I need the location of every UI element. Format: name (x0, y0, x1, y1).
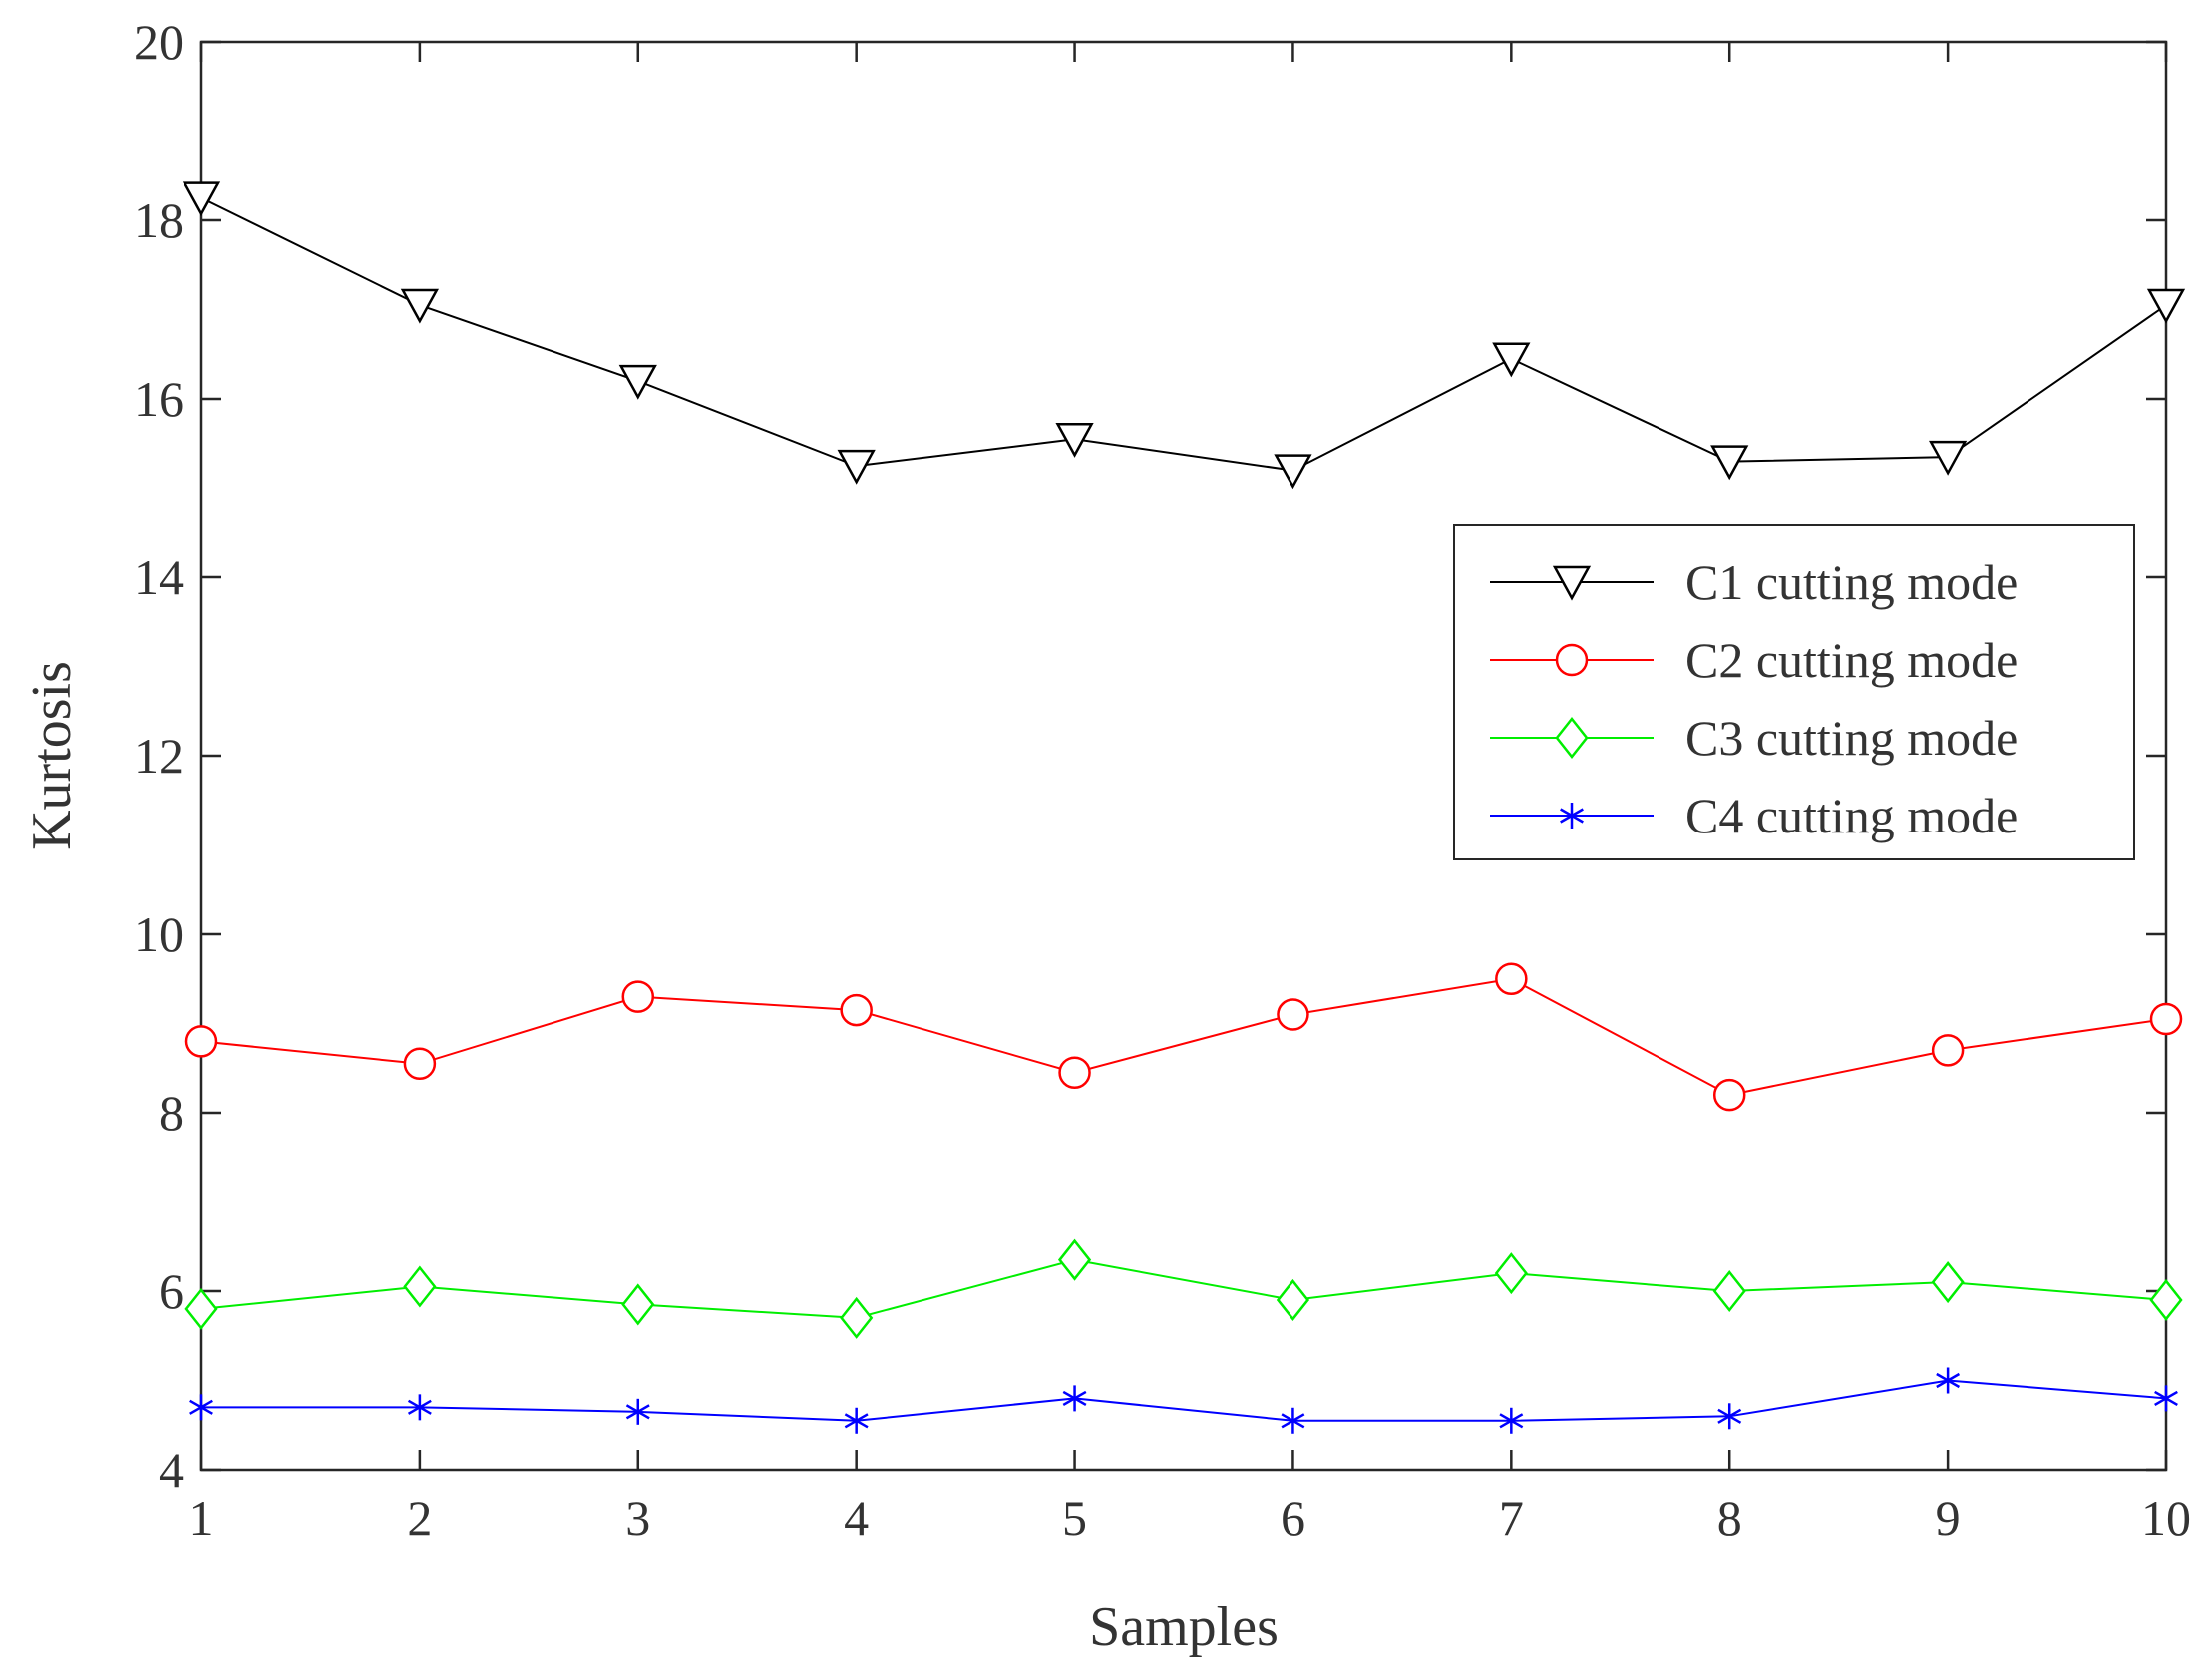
legend-entry: C4 cutting mode (1490, 788, 2018, 843)
marker-asterisk (625, 1398, 650, 1425)
x-tick-label: 6 (1281, 1491, 1305, 1546)
marker-triangle (1928, 440, 1968, 476)
x-tick-label: 10 (2141, 1491, 2191, 1546)
marker-diamond (1494, 1252, 1528, 1295)
marker-stroke (1499, 1413, 1524, 1429)
marker-circle (1277, 998, 1309, 1031)
series-line (200, 1258, 2167, 1319)
marker-triangle (618, 364, 657, 400)
series-group (182, 181, 2186, 1434)
marker-asterisk (1062, 1385, 1087, 1412)
marker-stroke (1062, 1390, 1087, 1406)
marker-triangle (400, 288, 439, 324)
series-line (200, 196, 2167, 472)
x-tick-label: 4 (844, 1491, 869, 1546)
marker-circle (840, 993, 873, 1027)
marker-stroke (1281, 1413, 1305, 1429)
marker-circle (184, 1025, 218, 1058)
marker-asterisk (1560, 803, 1584, 829)
x-tick-label: 8 (1717, 1491, 1742, 1546)
marker-circle (1712, 1078, 1746, 1112)
marker-diamond (1555, 716, 1589, 760)
x-tick-label: 5 (1062, 1491, 1087, 1546)
series-4 (189, 1367, 2178, 1434)
y-tick-label: 14 (134, 549, 184, 605)
marker-circle (621, 980, 655, 1013)
series-3 (184, 1238, 2183, 1339)
legend-label: C4 cutting mode (1685, 788, 2018, 843)
y-tick-label: 4 (159, 1442, 184, 1498)
axes: 1 2 3 4 5 6 7 8 9 10468101214161820SamplesKurtosi… (21, 14, 2191, 1658)
legend-entry: C1 cutting mode (1490, 554, 2018, 610)
marker-asterisk (189, 1394, 213, 1421)
x-tick-label: 2 (407, 1491, 432, 1546)
marker-triangle (837, 449, 876, 485)
marker-diamond (1057, 1238, 1092, 1281)
marker-circle (403, 1047, 437, 1081)
marker-diamond (1931, 1261, 1965, 1304)
marker-diamond (184, 1287, 218, 1330)
marker-diamond (840, 1296, 874, 1339)
y-axis-label: Kurtosis (21, 661, 83, 850)
marker-asterisk (407, 1394, 432, 1421)
marker-asterisk (2154, 1385, 2178, 1412)
legend-entry: C3 cutting mode (1490, 710, 2018, 766)
y-tick-label: 20 (134, 14, 184, 70)
marker-diamond (1712, 1269, 1746, 1313)
marker-asterisk (1499, 1407, 1524, 1434)
marker-stroke (1936, 1372, 1961, 1389)
marker-triangle (1710, 445, 1749, 481)
marker-asterisk (844, 1407, 869, 1434)
marker-asterisk (1281, 1407, 1305, 1434)
marker-stroke (407, 1399, 432, 1415)
marker-triangle (1552, 565, 1592, 601)
legend-entry: C2 cutting mode (1490, 632, 2018, 688)
marker-stroke (625, 1404, 650, 1420)
marker-stroke (1717, 1408, 1742, 1424)
marker-circle (1931, 1034, 1965, 1067)
marker-circle (1555, 643, 1589, 677)
y-tick-label: 12 (134, 728, 184, 784)
marker-stroke (1560, 808, 1584, 824)
marker-diamond (2149, 1278, 2183, 1321)
y-tick-label: 8 (159, 1085, 184, 1141)
x-tick-label: 3 (625, 1491, 650, 1546)
y-tick-label: 18 (134, 192, 184, 248)
marker-circle (2149, 1002, 2183, 1036)
marker-asterisk (1936, 1367, 1961, 1394)
series-line (201, 1379, 2167, 1422)
marker-stroke (844, 1413, 869, 1429)
marker-triangle (182, 181, 221, 217)
x-tick-label: 7 (1499, 1491, 1524, 1546)
series-2 (184, 962, 2183, 1112)
legend: C1 cutting mode C2 cutting mode C3 cutting… (1453, 524, 2135, 860)
x-tick-label: 1 (189, 1491, 214, 1546)
legend-label: C2 cutting mode (1685, 632, 2018, 688)
marker-stroke (189, 1399, 213, 1415)
marker-stroke (2154, 1390, 2178, 1406)
legend-label: C1 cutting mode (1685, 554, 2018, 610)
marker-triangle (2146, 288, 2186, 324)
marker-triangle (1274, 454, 1312, 490)
series-1 (182, 181, 2186, 490)
marker-triangle (1492, 342, 1531, 378)
x-tick-label: 9 (1936, 1491, 1961, 1546)
marker-circle (1058, 1056, 1091, 1089)
x-axis-label: Samples (1089, 1596, 1279, 1658)
y-tick-label: 6 (159, 1263, 184, 1319)
marker-triangle (1055, 423, 1094, 458)
marker-diamond (1276, 1278, 1310, 1321)
series-line (200, 977, 2167, 1097)
y-tick-label: 16 (134, 371, 184, 427)
marker-diamond (403, 1265, 437, 1308)
legend-label: C3 cutting mode (1685, 710, 2018, 766)
marker-circle (1495, 962, 1528, 995)
y-tick-label: 10 (134, 906, 184, 962)
marker-asterisk (1717, 1403, 1742, 1430)
marker-diamond (621, 1283, 655, 1326)
